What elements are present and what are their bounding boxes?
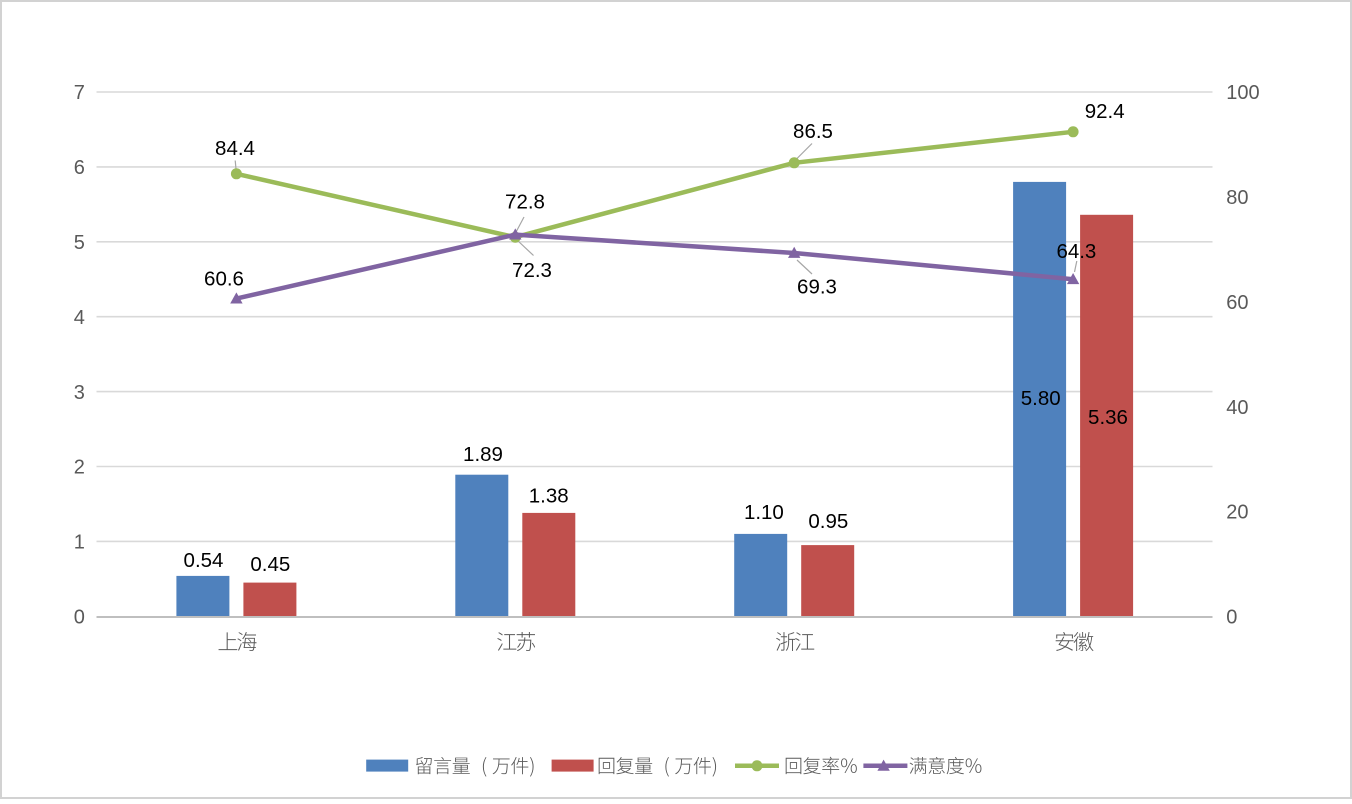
svg-text:40: 40	[1226, 397, 1248, 419]
svg-text:80: 80	[1226, 187, 1248, 209]
svg-text:2: 2	[74, 457, 85, 479]
svg-text:20: 20	[1226, 502, 1248, 524]
svg-text:1.38: 1.38	[529, 485, 569, 508]
svg-text:0: 0	[74, 607, 85, 629]
svg-text:60.6: 60.6	[204, 268, 244, 291]
svg-text:72.3: 72.3	[512, 259, 552, 282]
svg-text:86.5: 86.5	[793, 120, 833, 143]
svg-text:92.4: 92.4	[1085, 100, 1125, 123]
svg-text:5.36: 5.36	[1088, 406, 1128, 429]
svg-text:5: 5	[74, 232, 85, 254]
svg-text:0.95: 0.95	[808, 510, 848, 533]
svg-text:64.3: 64.3	[1056, 240, 1096, 263]
svg-text:69.3: 69.3	[797, 276, 837, 299]
svg-text:1.89: 1.89	[463, 443, 503, 466]
svg-text:60: 60	[1226, 292, 1248, 314]
svg-text:4: 4	[74, 307, 85, 329]
svg-text:5.80: 5.80	[1021, 387, 1061, 410]
svg-text:84.4: 84.4	[215, 137, 255, 160]
svg-text:3: 3	[74, 382, 85, 404]
svg-text:1.10: 1.10	[744, 501, 784, 524]
svg-text:72.8: 72.8	[505, 191, 545, 214]
svg-text:0: 0	[1226, 607, 1237, 629]
svg-text:0.45: 0.45	[250, 553, 290, 576]
svg-text:0.54: 0.54	[184, 549, 224, 572]
svg-text:1: 1	[74, 532, 85, 554]
svg-text:7: 7	[74, 82, 85, 104]
svg-text:6: 6	[74, 157, 85, 179]
svg-text:100: 100	[1226, 82, 1259, 104]
